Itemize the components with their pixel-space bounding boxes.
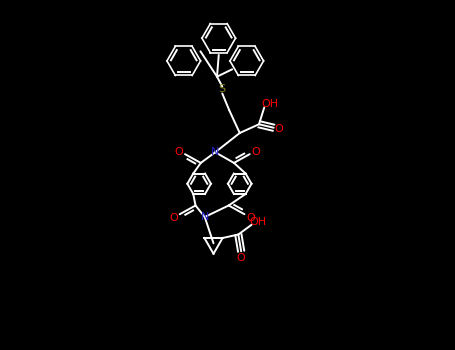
- Text: O: O: [274, 125, 283, 134]
- Text: N: N: [211, 147, 219, 157]
- Text: O: O: [169, 213, 178, 223]
- Text: O: O: [246, 213, 255, 223]
- Text: OH: OH: [261, 99, 278, 109]
- Text: O: O: [237, 253, 246, 262]
- Text: S: S: [219, 84, 226, 94]
- Text: O: O: [174, 147, 183, 158]
- Text: O: O: [252, 147, 260, 158]
- Text: OH: OH: [249, 217, 267, 227]
- Text: N: N: [201, 212, 209, 222]
